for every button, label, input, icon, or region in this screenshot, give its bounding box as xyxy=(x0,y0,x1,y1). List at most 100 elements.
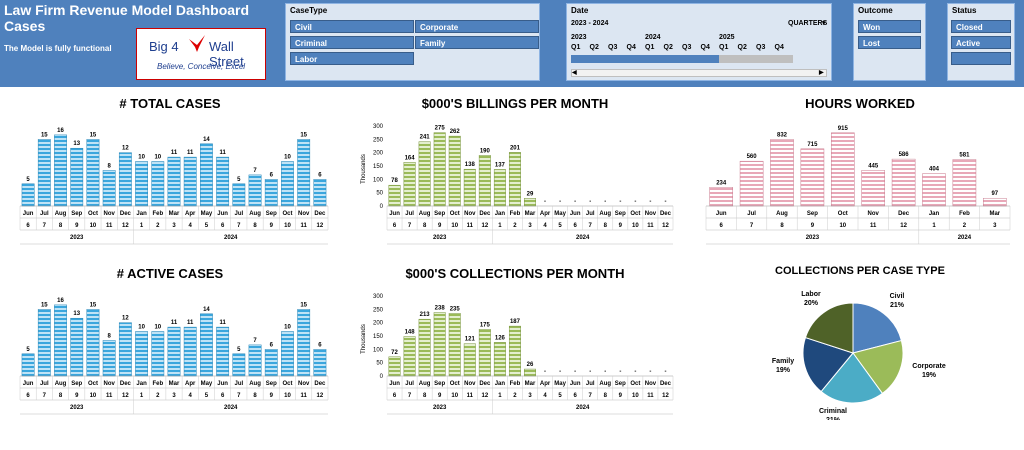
pie-percent: 19% xyxy=(776,367,791,374)
chart-title: # TOTAL CASES xyxy=(119,96,221,111)
y-tick-label: 200 xyxy=(373,321,384,327)
bar xyxy=(281,161,294,207)
x-tick-label: Nov xyxy=(645,381,657,387)
x-tick-label: 2 xyxy=(963,223,967,229)
logo-text-right: Wall Street xyxy=(209,39,244,69)
bar xyxy=(297,139,311,207)
bar xyxy=(448,135,461,207)
timeline-quarter[interactable]: Q1 xyxy=(571,44,581,51)
bar xyxy=(200,313,213,377)
bar xyxy=(800,148,825,207)
bar xyxy=(264,179,278,207)
x-tick-label: 2 xyxy=(513,393,517,399)
timeline-quarter[interactable]: Q2 xyxy=(737,44,747,51)
pie-label: Family xyxy=(772,358,794,365)
casetype-corporate-button[interactable]: Corporate xyxy=(415,20,539,33)
x-tick-label: 10 xyxy=(90,393,97,399)
data-label: 10 xyxy=(138,325,145,331)
x-tick-label: 10 xyxy=(451,393,458,399)
scroll-right-icon[interactable]: ▶ xyxy=(819,70,824,76)
timeline-quarter[interactable]: Q3 xyxy=(608,44,618,51)
data-label: 14 xyxy=(203,307,210,313)
timeline-year: 2023 xyxy=(571,34,587,41)
casetype-slicer-title: CaseType xyxy=(290,6,328,15)
logo-tagline: Believe, Conceive, Excel xyxy=(157,62,246,71)
pie-slice xyxy=(802,336,854,393)
x-tick-label: 6 xyxy=(26,393,30,399)
data-label: - xyxy=(619,199,621,205)
bar xyxy=(508,152,521,207)
x-tick-label: Nov xyxy=(103,381,115,387)
x-tick-label: Sep xyxy=(615,381,626,387)
x-tick-label: 7 xyxy=(237,223,241,229)
timeline-quarter[interactable]: Q3 xyxy=(682,44,692,51)
casetype-civil-button[interactable]: Civil xyxy=(290,20,414,33)
scroll-left-icon[interactable]: ◀ xyxy=(572,70,577,76)
x-tick-label: 11 xyxy=(106,393,113,399)
casetype-family-button[interactable]: Family xyxy=(415,36,539,49)
status-closed-button[interactable]: Closed xyxy=(951,20,1011,33)
x-tick-label: 10 xyxy=(284,223,291,229)
bar xyxy=(216,156,230,207)
x-tick-label: 7 xyxy=(750,223,754,229)
chart-title: $000'S COLLECTIONS PER MONTH xyxy=(405,266,625,281)
timeline-quarter[interactable]: Q2 xyxy=(589,44,599,51)
data-label: 560 xyxy=(747,154,758,160)
x-tick-label: 11 xyxy=(467,393,474,399)
casetype-criminal-button[interactable]: Criminal xyxy=(290,36,414,49)
x-group-label: 2024 xyxy=(224,235,238,241)
status-active-button[interactable]: Active xyxy=(951,36,1011,49)
timeline-quarter[interactable]: Q1 xyxy=(719,44,729,51)
x-group-label: 2024 xyxy=(224,405,238,411)
bar xyxy=(952,159,977,207)
bar xyxy=(297,309,311,377)
bar xyxy=(281,331,294,377)
data-label: - xyxy=(559,199,561,205)
timeline-quarter[interactable]: Q4 xyxy=(700,44,710,51)
data-label: 262 xyxy=(450,129,461,135)
data-label: 164 xyxy=(405,155,416,161)
y-tick-label: 250 xyxy=(373,307,384,313)
bar xyxy=(388,184,401,207)
status-blank-button[interactable] xyxy=(951,52,1011,65)
timeline-selection-bar[interactable] xyxy=(571,55,719,63)
pie-label: Corporate xyxy=(912,363,946,370)
bar xyxy=(37,309,51,377)
data-label: - xyxy=(619,369,621,375)
x-tick-label: Jan xyxy=(929,211,940,217)
bar xyxy=(709,187,734,207)
x-tick-label: 11 xyxy=(647,393,654,399)
outcome-won-button[interactable]: Won xyxy=(858,20,921,33)
x-tick-label: Aug xyxy=(55,211,67,217)
x-tick-label: Aug xyxy=(419,381,431,387)
x-tick-label: Aug xyxy=(419,211,431,217)
status-slicer: Status Closed Active xyxy=(947,3,1015,81)
timeline-year: 2025 xyxy=(719,34,735,41)
chart-title: # ACTIVE CASES xyxy=(116,266,224,281)
x-tick-label: Nov xyxy=(868,211,880,217)
data-label: 275 xyxy=(435,126,446,132)
bar xyxy=(86,309,100,377)
x-tick-label: 8 xyxy=(604,223,608,229)
timeline-quarter[interactable]: Q3 xyxy=(756,44,766,51)
x-tick-label: 6 xyxy=(393,223,397,229)
x-tick-label: Mar xyxy=(525,381,536,387)
timeline-quarter[interactable]: Q1 xyxy=(645,44,655,51)
x-tick-label: Jul xyxy=(40,211,49,217)
casetype-labor-button[interactable]: Labor xyxy=(290,52,414,65)
data-label: - xyxy=(589,199,591,205)
timeline-quarter[interactable]: Q4 xyxy=(774,44,784,51)
outcome-lost-button[interactable]: Lost xyxy=(858,36,921,49)
timeline-unselected-bar[interactable] xyxy=(719,55,793,63)
chevron-down-icon[interactable]: ▾ xyxy=(822,20,826,27)
timeline-scrollbar[interactable] xyxy=(571,69,827,77)
data-label: 7 xyxy=(253,338,257,344)
timeline-quarter[interactable]: Q4 xyxy=(626,44,636,51)
bar xyxy=(478,329,491,377)
timeline-quarter[interactable]: Q2 xyxy=(663,44,673,51)
x-tick-label: 6 xyxy=(720,223,724,229)
timeline-level-dropdown[interactable]: QUARTERS xyxy=(788,20,828,27)
bar xyxy=(478,155,491,207)
x-tick-label: 3 xyxy=(528,223,532,229)
